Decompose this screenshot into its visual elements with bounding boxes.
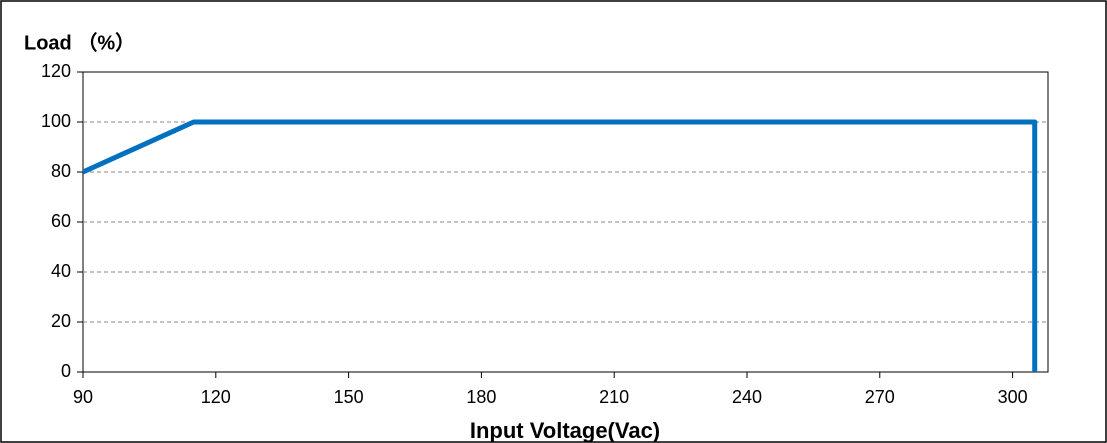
y-tick-label: 100 [41,111,71,131]
x-axis-title: Input Voltage(Vac) [470,418,660,443]
y-tick-label: 120 [41,61,71,81]
x-tick-label: 150 [334,387,364,407]
y-tick-label: 20 [51,311,71,331]
x-tick-label: 210 [599,387,629,407]
line [81,119,1038,372]
y-tick-label: 0 [61,361,71,381]
chart-title: Load （%） [24,31,135,54]
x-tick-label: 90 [73,387,93,407]
y-tick-label: 60 [51,211,71,231]
x-tick-label: 120 [201,387,231,407]
y-tick-label: 80 [51,161,71,181]
x-tick-label: 180 [466,387,496,407]
x-tick-label: 300 [998,387,1028,407]
x-tick-label: 270 [865,387,895,407]
x-tick-label: 240 [732,387,762,407]
y-tick-label: 40 [51,261,71,281]
